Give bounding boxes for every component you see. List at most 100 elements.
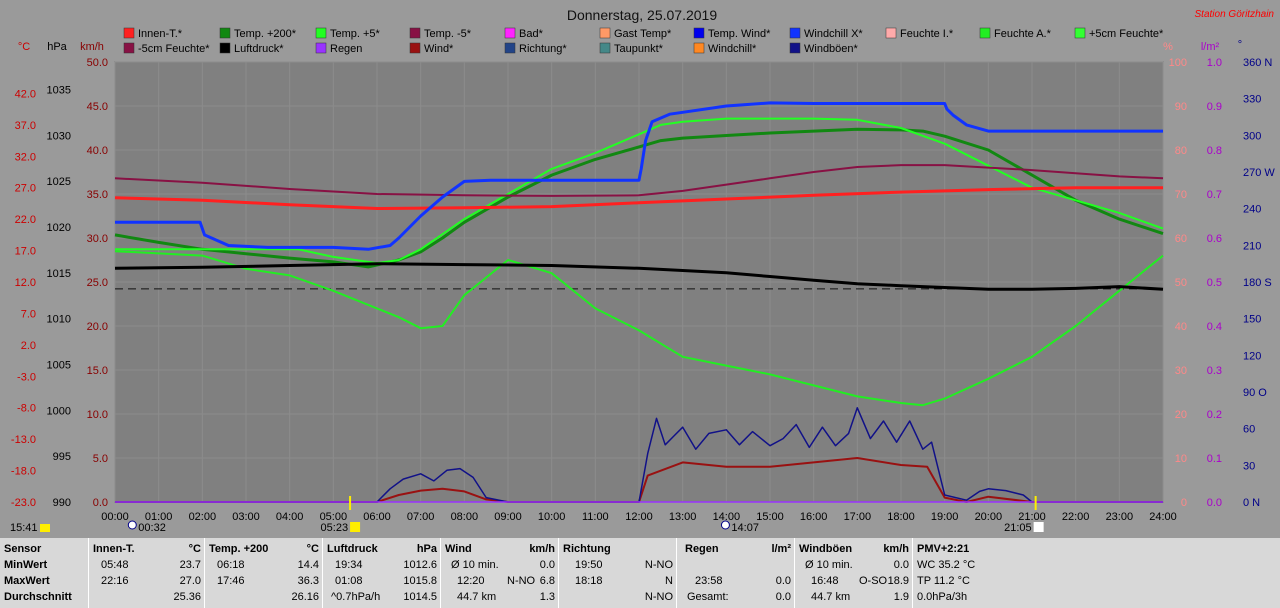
kmh-tick-label: 30.0 (87, 233, 108, 245)
x-tick-label: 24:00 (1149, 511, 1177, 523)
celsius-tick-label: 27.0 (15, 183, 36, 195)
rain-tick-label: 0.6 (1207, 233, 1222, 245)
kmh-tick-label: 15.0 (87, 365, 108, 377)
series-line (115, 457, 1163, 503)
rain-axis-label: l/m² (1201, 41, 1220, 53)
legend-swatch (315, 42, 327, 54)
direction-tick-label: 30 (1243, 460, 1255, 472)
direction-tick-label: 210 (1243, 240, 1261, 252)
direction-tick-label: 270 W (1243, 167, 1275, 179)
direction-tick-label: 180 S (1243, 277, 1272, 289)
druck-avg-value: 1014.5 (403, 591, 437, 603)
direction-tick-label: 240 (1243, 204, 1261, 216)
percent-axis-label: % (1163, 41, 1173, 53)
header-wind: Wind (445, 543, 472, 555)
innen-min-time: 05:48 (101, 559, 129, 571)
legend-entry: +5cm Feuchte* (1089, 28, 1164, 40)
legend-entry: Feuchte A.* (994, 28, 1052, 40)
boeen-min-value: 0.0 (893, 559, 909, 571)
unit-innen: °C (188, 543, 201, 555)
direction-tick-label: 300 (1243, 130, 1261, 142)
kmh-tick-label: 10.0 (87, 409, 108, 421)
wind-distance: 44.7 km (457, 591, 497, 603)
druck-trend: ^0.7hPa/h (331, 591, 381, 603)
col-wind: Wind km/h Ø 10 min. 0.0 12:20 N-NO 6.8 44.7 … (440, 538, 559, 608)
richtung-min-time: 19:50 (575, 559, 603, 571)
x-tick-label: 04:00 (276, 511, 304, 523)
x-tick-label: 21:00 (1018, 511, 1046, 523)
percent-tick-label: 70 (1175, 189, 1187, 201)
legend-swatch (885, 27, 897, 39)
hpa-tick-label: 1010 (47, 314, 71, 326)
innen-avg-value: 25.36 (173, 591, 201, 603)
rain-tick-label: 0.0 (1207, 497, 1222, 509)
rain-tick-label: 0.1 (1207, 453, 1222, 465)
moonrise-label: 00:32 (138, 522, 166, 534)
rain-tick-label: 0.9 (1207, 101, 1222, 113)
rain-tick-label: 0.4 (1207, 321, 1222, 333)
sunrise-label: 05:23 (321, 522, 349, 534)
temp-max-value: 36.3 (297, 575, 319, 587)
direction-tick-label: 90 O (1243, 387, 1267, 399)
boeen-distance: 44.7 km (811, 591, 851, 603)
header-druck: Luftdruck (327, 543, 378, 555)
legend-entry: Temp. Wind* (708, 28, 771, 40)
x-tick-label: 06:00 (363, 511, 391, 523)
legend-entry: Bad* (519, 28, 544, 40)
legend-swatch (599, 42, 611, 54)
legend: Innen-T.* Temp. +200* Temp. +5* Temp. -5* Ba… (123, 27, 1164, 55)
celsius-tick-label: 17.0 (15, 246, 36, 258)
pmv-taupunkt: TP 11.2 °C (917, 575, 970, 587)
direction-tick-label: 150 (1243, 314, 1261, 326)
kmh-tick-label: 5.0 (93, 453, 108, 465)
direction-tick-label: 0 N (1243, 497, 1260, 509)
regen-total-value: 0.0 (775, 591, 791, 603)
series-line (114, 262, 1164, 291)
series-line (115, 407, 1163, 503)
hpa-tick-label: 1025 (47, 176, 71, 188)
hpa-tick-label: 1020 (47, 222, 71, 234)
celsius-tick-label: -8.0 (17, 403, 36, 415)
legend-swatch (979, 27, 991, 39)
boeen-min-label: Ø 10 min. (805, 559, 853, 571)
label-max: MaxWert (4, 575, 50, 587)
legend-entry: Richtung* (519, 43, 567, 55)
col-druck: Luftdruck hPa 19:34 1012.6 01:08 1015.8 ^0.… (322, 538, 441, 608)
boeen-max-value: 18.9 (887, 575, 909, 587)
hpa-tick-label: 1000 (47, 405, 71, 417)
percent-tick-label: 40 (1175, 321, 1187, 333)
druck-max-value: 1015.8 (403, 575, 437, 587)
direction-tick-label: 60 (1243, 424, 1255, 436)
percent-tick-label: 20 (1175, 409, 1187, 421)
legend-entry: Temp. +200* (234, 28, 297, 40)
druck-min-time: 19:34 (335, 559, 363, 571)
pmv-windchill: WC 35.2 °C (917, 559, 976, 571)
series-line (114, 186, 1163, 210)
statistics-table: Sensor MinWert MaxWert Durchschnitt Inne… (0, 538, 1280, 608)
col-temp: Temp. +200 °C 06:18 14.4 17:46 36.3 26.16 (204, 538, 323, 608)
moon-icon (1033, 522, 1044, 532)
kmh-tick-label: 40.0 (87, 145, 108, 157)
legend-entry: Regen (330, 43, 362, 55)
hpa-axis-label: hPa (47, 41, 67, 53)
druck-max-time: 01:08 (335, 575, 363, 587)
percent-tick-label: 0 (1181, 497, 1187, 509)
legend-swatch (789, 27, 801, 39)
x-tick-label: 10:00 (538, 511, 566, 523)
x-tick-label: 19:00 (931, 511, 959, 523)
hpa-tick-label: 1035 (47, 85, 71, 97)
legend-entry: Innen-T.* (138, 28, 183, 40)
moonset-icon (720, 520, 730, 530)
innen-min-value: 23.7 (179, 559, 201, 571)
rain-tick-label: 0.7 (1207, 189, 1222, 201)
innen-max-value: 27.0 (179, 575, 201, 587)
unit-regen: l/m² (771, 543, 791, 555)
richtung-max-value: N (665, 575, 673, 587)
legend-entry: Temp. -5* (424, 28, 472, 40)
unit-druck: hPa (416, 543, 437, 555)
axes: 00:00 01:00 02:00 03:00 04:00 05:00 06:00 07:00… (11, 39, 1275, 523)
wind-max-direction: N-NO (507, 575, 536, 587)
celsius-tick-label: 32.0 (15, 151, 36, 163)
kmh-tick-label: 20.0 (87, 321, 108, 333)
series-line (114, 250, 1164, 407)
